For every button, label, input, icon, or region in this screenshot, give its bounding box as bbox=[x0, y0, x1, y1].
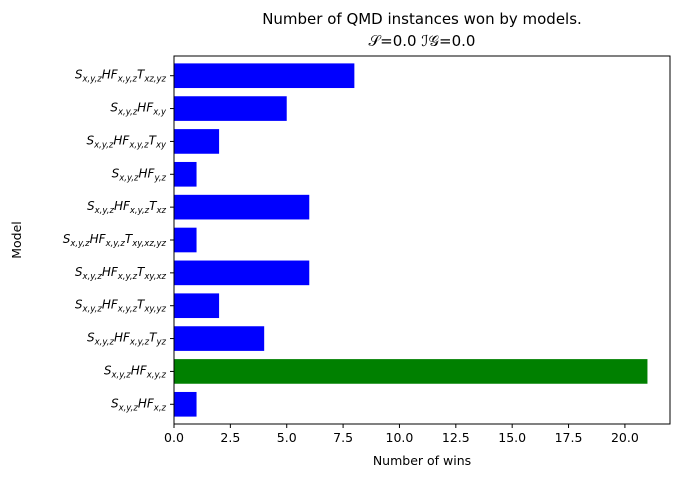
x-tick-label-8: 20.0 bbox=[611, 430, 639, 445]
x-axis-label: Number of wins bbox=[373, 453, 471, 468]
y-tick-label-5: Sx,y,zHFx,y,zTxy,xz,yz bbox=[63, 232, 167, 249]
chart-title: Number of QMD instances won by models. bbox=[262, 10, 582, 28]
bar-6 bbox=[174, 260, 310, 286]
y-tick-label-6: Sx,y,zHFx,y,zTxy,xz bbox=[75, 265, 167, 282]
bar-2 bbox=[174, 129, 220, 154]
y-tick-label-9: Sx,y,zHFx,y,z bbox=[104, 363, 167, 380]
y-tick-label-2: Sx,y,zHFx,y,zTxy bbox=[86, 133, 166, 150]
y-axis-ticks: Sx,y,zHFx,y,zTxz,yz Sx,y,zHFx,y Sx,y,zHFx,… bbox=[63, 68, 174, 413]
bar-9 bbox=[174, 359, 648, 384]
bar-8 bbox=[174, 326, 265, 351]
y-tick-label-4: Sx,y,zHFx,y,zTxz bbox=[87, 199, 166, 216]
y-tick-label-10: Sx,y,zHFx,z bbox=[111, 396, 167, 413]
x-tick-label-2: 5.0 bbox=[277, 430, 297, 445]
x-axis-ticks: 0.0 2.5 5.0 7.5 10.0 12.5 15.0 17.5 20.0 bbox=[164, 424, 639, 445]
bar-4 bbox=[174, 194, 310, 220]
plot-frame bbox=[173, 55, 671, 425]
bar-3 bbox=[174, 161, 197, 187]
y-tick-label-0: Sx,y,zHFx,y,zTxz,yz bbox=[75, 68, 167, 85]
y-tick-label-1: Sx,y,zHFx,y bbox=[110, 101, 167, 118]
x-tick-label-3: 7.5 bbox=[333, 430, 353, 445]
y-axis-label: Model bbox=[9, 221, 24, 259]
chart-subtitle: 𝒮=0.0 ℐ𝒢=0.0 bbox=[369, 32, 476, 50]
bar-1 bbox=[174, 96, 287, 121]
y-tick-label-7: Sx,y,zHFx,y,zTxy,yz bbox=[75, 298, 167, 315]
x-tick-label-5: 12.5 bbox=[442, 430, 470, 445]
x-tick-label-6: 15.0 bbox=[498, 430, 526, 445]
y-tick-label-8: Sx,y,zHFx,y,zTyz bbox=[87, 331, 166, 348]
bar-10 bbox=[174, 391, 197, 417]
x-tick-label-1: 2.5 bbox=[220, 430, 240, 445]
y-tick-label-3: Sx,y,zHFy,z bbox=[112, 166, 167, 183]
bar-7 bbox=[174, 293, 220, 319]
bars-group bbox=[174, 63, 648, 417]
bar-0 bbox=[174, 63, 355, 89]
x-tick-label-4: 10.0 bbox=[386, 430, 414, 445]
x-tick-label-0: 0.0 bbox=[164, 430, 184, 445]
bar-5 bbox=[174, 227, 197, 253]
x-tick-label-7: 17.5 bbox=[555, 430, 583, 445]
